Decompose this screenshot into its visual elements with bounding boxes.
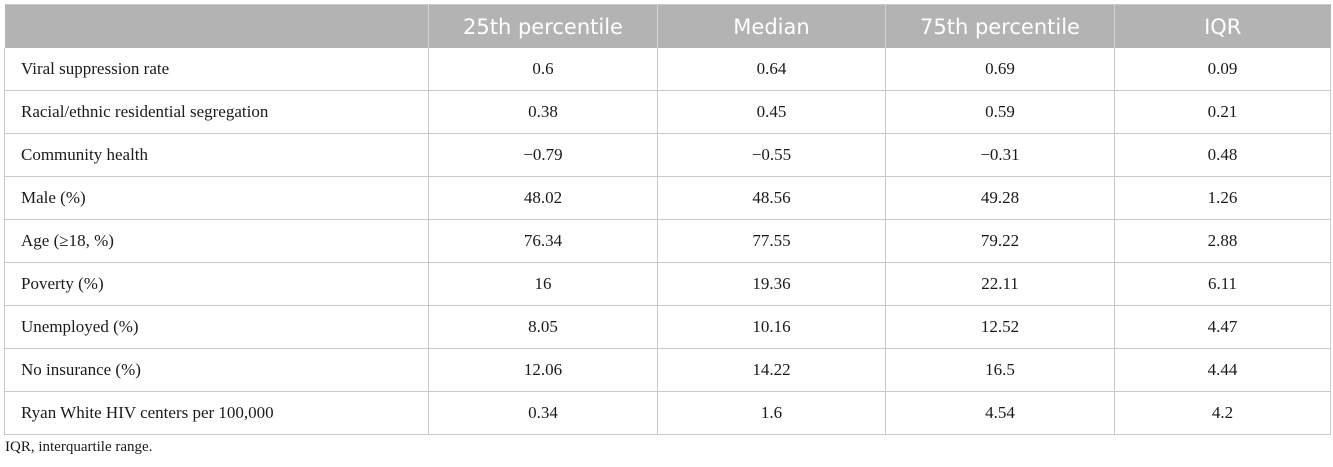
- cell-median: 0.64: [657, 48, 886, 91]
- row-label: Community health: [4, 133, 429, 177]
- cell-median: 0.45: [657, 90, 886, 134]
- cell-25th-percentile: 48.02: [428, 176, 658, 220]
- cell-75th-percentile: 0.59: [885, 90, 1115, 134]
- cell-iqr: 0.21: [1114, 90, 1331, 134]
- table-footnote: IQR, interquartile range.: [5, 439, 153, 455]
- cell-median: 14.22: [657, 348, 886, 392]
- header-cell-iqr: IQR: [1114, 4, 1331, 48]
- cell-median: 77.55: [657, 219, 886, 263]
- cell-median: 1.6: [657, 391, 886, 435]
- header-cell-25th-percentile: 25th percentile: [428, 4, 658, 48]
- cell-75th-percentile: 49.28: [885, 176, 1115, 220]
- cell-25th-percentile: 12.06: [428, 348, 658, 392]
- cell-median: 48.56: [657, 176, 886, 220]
- row-label: Poverty (%): [4, 262, 429, 306]
- header-row: 25th percentile Median 75th percentile I…: [4, 4, 1331, 48]
- cell-iqr: 0.48: [1114, 133, 1331, 177]
- table-header: 25th percentile Median 75th percentile I…: [4, 4, 1331, 48]
- header-cell-variable: [4, 4, 429, 48]
- cell-25th-percentile: 8.05: [428, 305, 658, 349]
- row-label: No insurance (%): [4, 348, 429, 392]
- cell-75th-percentile: 16.5: [885, 348, 1115, 392]
- cell-25th-percentile: 0.6: [428, 48, 658, 91]
- cell-iqr: 1.26: [1114, 176, 1331, 220]
- cell-median: −0.55: [657, 133, 886, 177]
- statistics-table: 25th percentile Median 75th percentile I…: [4, 4, 1331, 435]
- table-body: Viral suppression rate 0.6 0.64 0.69 0.0…: [4, 48, 1331, 435]
- cell-75th-percentile: 4.54: [885, 391, 1115, 435]
- header-cell-median: Median: [657, 4, 886, 48]
- cell-median: 19.36: [657, 262, 886, 306]
- header-cell-75th-percentile: 75th percentile: [885, 4, 1115, 48]
- cell-75th-percentile: 79.22: [885, 219, 1115, 263]
- cell-25th-percentile: 16: [428, 262, 658, 306]
- row-label: Viral suppression rate: [4, 48, 429, 91]
- table-row: Ryan White HIV centers per 100,000 0.34 …: [4, 391, 1331, 435]
- table-row: Male (%) 48.02 48.56 49.28 1.26: [4, 176, 1331, 220]
- cell-median: 10.16: [657, 305, 886, 349]
- row-label: Ryan White HIV centers per 100,000: [4, 391, 429, 435]
- cell-75th-percentile: −0.31: [885, 133, 1115, 177]
- table-row: Community health −0.79 −0.55 −0.31 0.48: [4, 133, 1331, 177]
- cell-25th-percentile: 0.38: [428, 90, 658, 134]
- table-row: Unemployed (%) 8.05 10.16 12.52 4.47: [4, 305, 1331, 349]
- table-row: Racial/ethnic residential segregation 0.…: [4, 90, 1331, 134]
- cell-75th-percentile: 0.69: [885, 48, 1115, 91]
- cell-iqr: 6.11: [1114, 262, 1331, 306]
- table-row: Viral suppression rate 0.6 0.64 0.69 0.0…: [4, 48, 1331, 91]
- cell-25th-percentile: 0.34: [428, 391, 658, 435]
- cell-25th-percentile: −0.79: [428, 133, 658, 177]
- table-row: Age (≥18, %) 76.34 77.55 79.22 2.88: [4, 219, 1331, 263]
- row-label: Age (≥18, %): [4, 219, 429, 263]
- cell-25th-percentile: 76.34: [428, 219, 658, 263]
- cell-75th-percentile: 22.11: [885, 262, 1115, 306]
- cell-iqr: 4.2: [1114, 391, 1331, 435]
- cell-75th-percentile: 12.52: [885, 305, 1115, 349]
- cell-iqr: 4.47: [1114, 305, 1331, 349]
- row-label: Racial/ethnic residential segregation: [4, 90, 429, 134]
- cell-iqr: 0.09: [1114, 48, 1331, 91]
- cell-iqr: 4.44: [1114, 348, 1331, 392]
- row-label: Unemployed (%): [4, 305, 429, 349]
- cell-iqr: 2.88: [1114, 219, 1331, 263]
- table-row: Poverty (%) 16 19.36 22.11 6.11: [4, 262, 1331, 306]
- table-row: No insurance (%) 12.06 14.22 16.5 4.44: [4, 348, 1331, 392]
- row-label: Male (%): [4, 176, 429, 220]
